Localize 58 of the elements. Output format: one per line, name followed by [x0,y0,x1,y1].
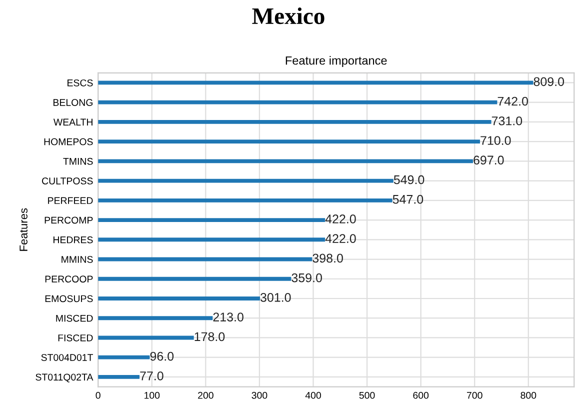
bar [98,120,492,124]
bar [98,355,150,360]
bar [98,140,480,144]
x-tick-label: 800 [520,392,536,399]
y-tick-label: CULTPOSS [42,178,93,184]
data-label: 697.0 [474,156,504,165]
chart-subtitle: Feature importance [286,56,387,68]
y-tick-label: PERFEED [48,197,93,204]
y-tick-label: MISCED [56,314,93,322]
y-tick-label: HEDRES [54,236,93,244]
bar [98,296,260,300]
bar [98,198,392,202]
y-tick-label: PERCOMP [44,216,93,224]
data-label: 549.0 [394,175,424,184]
x-tick-label: 700 [466,392,482,399]
data-label: 742.0 [498,96,528,106]
y-tick-label: PERCOOP [45,276,93,282]
bar [98,316,213,320]
x-tick-label: 200 [198,392,214,399]
bar [98,218,326,222]
y-tick-label: ST004D01T [41,354,94,361]
x-tick-label: 300 [252,392,268,399]
x-tick-label: 0 [96,392,100,399]
y-tick-label: EMOSUPS [45,295,93,302]
bar [98,159,473,164]
data-label: 359.0 [292,273,322,282]
data-label: 731.0 [492,116,522,126]
chart-title: Mexico [252,8,324,24]
bar [98,80,534,85]
data-label: 422.0 [325,234,356,243]
y-tick-label: TMINS [63,158,93,165]
y-axis-title: Features [20,208,28,251]
bar [98,178,394,183]
data-label: 96.0 [150,352,174,361]
y-tick-label: FISCED [58,334,93,342]
data-label: 710.0 [480,136,511,145]
data-label: 547.0 [392,194,424,204]
bar [98,238,326,242]
data-label: 178.0 [194,332,225,342]
x-tick-label: 600 [413,392,429,399]
bar [98,276,292,281]
y-tick-label: HOMEPOS [44,138,93,146]
y-tick-label: ESCS [68,79,93,86]
y-tick-label: ST011Q02TA [36,374,94,382]
data-label: 77.0 [140,371,164,380]
data-label: 301.0 [260,293,291,302]
x-tick-label: 500 [359,392,375,399]
data-label: 809.0 [534,77,564,86]
x-tick-label: 400 [305,392,321,399]
data-label: 422.0 [325,214,356,224]
bar [98,375,140,379]
y-tick-label: WEALTH [53,118,92,126]
y-tick-label: BELONG [54,99,93,106]
data-label: 398.0 [312,254,343,263]
bar [98,100,498,104]
x-tick-label: 100 [144,392,160,399]
data-label: 213.0 [213,312,244,322]
y-tick-label: MMINS [62,256,93,263]
